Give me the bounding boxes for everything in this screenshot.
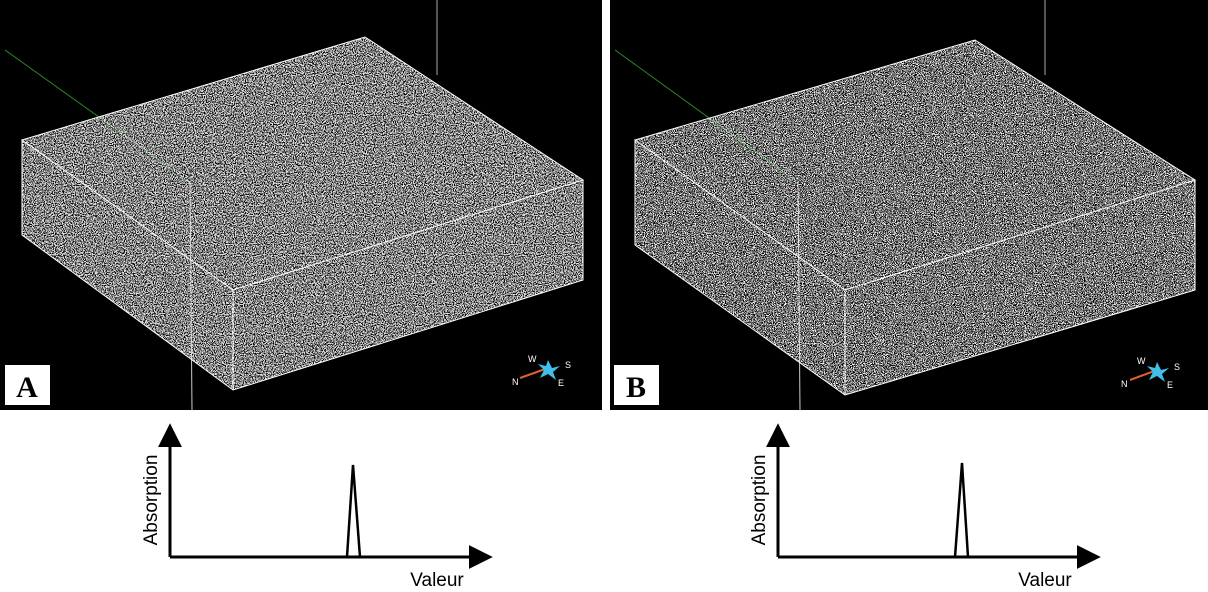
- compass-e: E: [1167, 380, 1173, 390]
- compass-n: N: [1121, 379, 1128, 389]
- compass-n: N: [512, 377, 519, 387]
- panel-label: B: [626, 371, 646, 404]
- compass-s: S: [1174, 362, 1180, 372]
- x-axis-label: Valeur: [1018, 570, 1072, 591]
- compass-e: E: [558, 378, 564, 388]
- panel-a: A W S N E: [0, 0, 602, 410]
- plot-a: [170, 428, 488, 557]
- x-axis-label: Valeur: [410, 570, 464, 591]
- y-axis-label: Absorption: [749, 455, 770, 546]
- compass-w: W: [528, 354, 537, 364]
- panel-label: A: [16, 371, 38, 404]
- panel-b: B W S N E: [610, 0, 1208, 410]
- y-axis-label: Absorption: [141, 455, 162, 546]
- compass-w: W: [1137, 356, 1146, 366]
- plot-b: [778, 428, 1096, 557]
- compass-s: S: [565, 360, 571, 370]
- figure: A W S N E B W S N E: [0, 0, 1208, 592]
